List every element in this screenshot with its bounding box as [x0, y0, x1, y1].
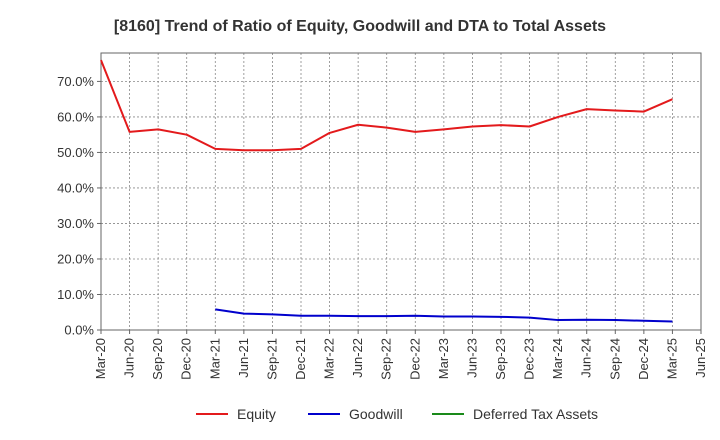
x-tick-label: Jun-20 [122, 338, 137, 378]
y-tick-label: 60.0% [57, 109, 94, 124]
x-tick-label: Dec-21 [293, 338, 308, 380]
x-tick-label: Sep-20 [150, 338, 165, 380]
series-line-goodwill [215, 308, 673, 323]
x-tick-label: Sep-23 [493, 338, 508, 380]
series-line-equity [100, 59, 673, 152]
x-tick-label: Jun-22 [350, 338, 365, 378]
x-tick-label: Mar-22 [322, 338, 337, 379]
legend-label-deferred-tax-assets: Deferred Tax Assets [473, 406, 598, 422]
x-tick-label: Jun-21 [236, 338, 251, 378]
x-tick-label: Mar-23 [436, 338, 451, 379]
x-tick-label: Sep-21 [264, 338, 279, 380]
legend: Equity Goodwill Deferred Tax Assets [196, 406, 598, 422]
x-tick-label: Mar-20 [93, 338, 108, 379]
x-tick-label: Jun-23 [464, 338, 479, 378]
x-tick-label: Dec-22 [407, 338, 422, 380]
y-tick-label: 50.0% [57, 145, 94, 160]
x-tick-label: Dec-23 [522, 338, 537, 380]
x-tick-label: Sep-24 [607, 338, 622, 380]
y-tick-label: 0.0% [64, 323, 94, 338]
chart-title: [8160] Trend of Ratio of Equity, Goodwil… [114, 18, 606, 35]
x-tick-label: Jun-24 [579, 338, 594, 378]
x-tick-label: Mar-21 [207, 338, 222, 379]
y-tick-label: 70.0% [57, 74, 94, 89]
legend-label-equity: Equity [237, 406, 276, 422]
y-tick-label: 10.0% [57, 287, 94, 302]
series-layer [100, 59, 673, 323]
x-tick-label: Sep-22 [379, 338, 394, 380]
x-tick-label: Dec-24 [636, 338, 651, 380]
x-tick-label: Mar-24 [550, 338, 565, 379]
x-tick-label: Dec-20 [179, 338, 194, 380]
x-tick-label: Jun-25 [693, 338, 708, 378]
legend-label-goodwill: Goodwill [349, 406, 403, 422]
y-tick-label: 30.0% [57, 216, 94, 231]
y-tick-label: 20.0% [57, 251, 94, 266]
grid-layer [101, 53, 701, 330]
axis-layer: Mar-20 Jun-20 Sep-20 Dec-20 Mar-21 Jun-21 Sep-… [57, 74, 708, 380]
y-tick-label: 40.0% [57, 180, 94, 195]
plot-frame [100, 52, 702, 331]
x-tick-label: Mar-25 [664, 338, 679, 379]
